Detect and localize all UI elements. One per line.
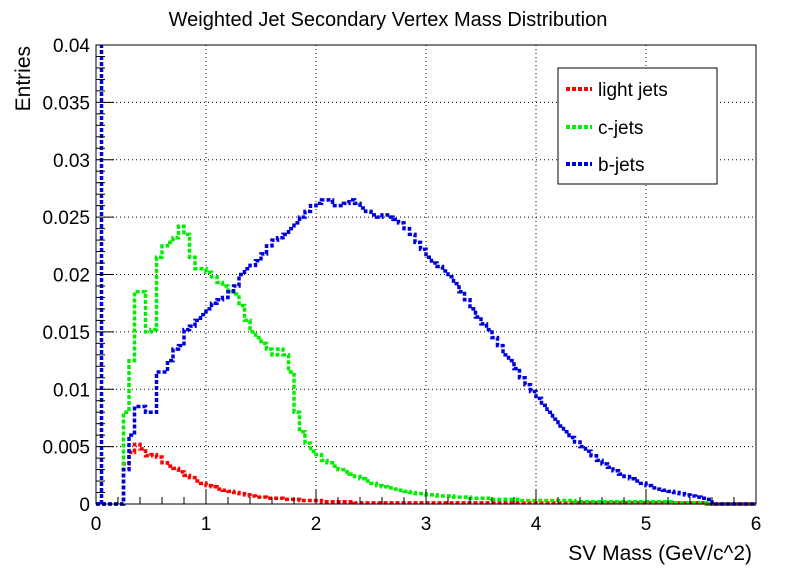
y-tick-label: 0.01 xyxy=(53,380,90,401)
chart-title: Weighted Jet Secondary Vertex Mass Distr… xyxy=(169,9,608,31)
x-tick-label: 4 xyxy=(531,514,542,535)
x-tick-label: 5 xyxy=(641,514,652,535)
legend-label-light-jets: light jets xyxy=(598,80,668,101)
axis-ticks xyxy=(95,44,757,505)
x-tick-label: 6 xyxy=(751,514,762,535)
x-tick-label: 2 xyxy=(311,514,322,535)
series-line-light-jets xyxy=(96,442,756,506)
y-tick-label: 0.035 xyxy=(42,93,90,114)
x-tick-label: 1 xyxy=(201,514,212,535)
series-line-c-jets xyxy=(96,224,756,506)
y-tick-label: 0.025 xyxy=(42,208,90,229)
y-tick-label: 0.02 xyxy=(53,266,90,287)
y-tick-label: 0 xyxy=(79,495,90,516)
y-tick-label: 0.015 xyxy=(42,323,90,344)
x-axis-title: SV Mass (GeV/c^2) xyxy=(568,542,752,565)
y-tick-label: 0.04 xyxy=(53,36,90,57)
legend-label-b-jets: b-jets xyxy=(598,155,644,176)
tick-labels: 0 1 2 3 4 5 6 0 0.005 0.01 0.015 0.02 0.025 0.03 0.035… xyxy=(42,36,761,535)
legend: light jets c-jets b-jets xyxy=(557,67,718,185)
x-tick-label: 3 xyxy=(421,514,432,535)
y-tick-label: 0.005 xyxy=(42,438,90,459)
series-line-b-jets xyxy=(96,198,756,506)
y-axis-title: Entries xyxy=(12,46,35,111)
x-tick-label: 0 xyxy=(91,514,102,535)
legend-label-c-jets: c-jets xyxy=(598,118,643,139)
y-tick-label: 0.03 xyxy=(53,151,90,172)
